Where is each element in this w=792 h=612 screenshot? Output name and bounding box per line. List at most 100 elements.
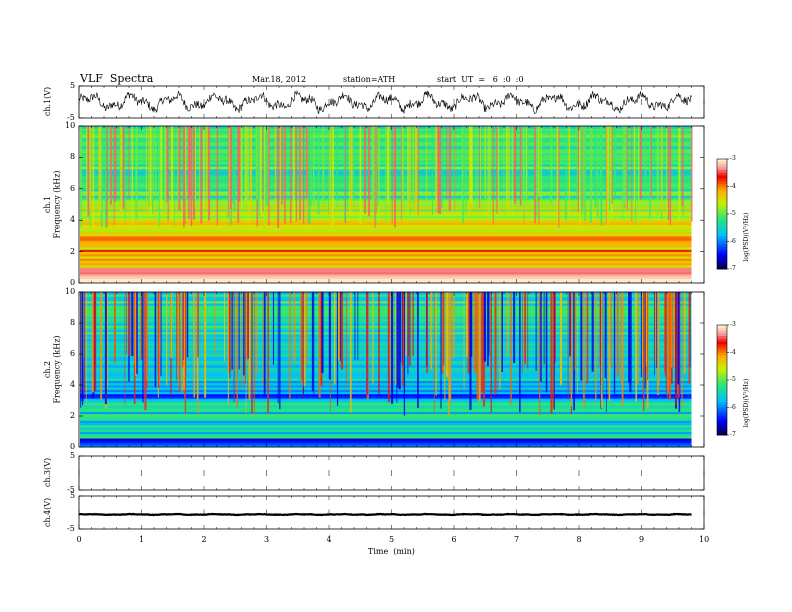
heatmap-stripe [277, 292, 279, 404]
heatmap-stripe [183, 292, 185, 391]
heatmap-stripe [331, 126, 334, 227]
heatmap-stripe [600, 126, 603, 226]
heatmap-row [80, 431, 692, 435]
colorbar-segment [717, 415, 727, 419]
colorbar-segment [717, 338, 727, 342]
y-tick-label: 0 [70, 442, 76, 451]
heatmap-stripe [584, 292, 586, 410]
colorbar-segment [717, 396, 727, 400]
heatmap-stripe [481, 292, 484, 393]
heatmap-stripe [158, 126, 161, 227]
heatmap-stripe [401, 126, 404, 206]
heatmap-stripe [231, 292, 233, 370]
heatmap-stripe [577, 292, 578, 394]
heatmap-stripe [387, 292, 390, 403]
heatmap-stripe [475, 292, 477, 373]
heatmap-stripe [417, 126, 419, 216]
heatmap-stripe [152, 126, 154, 198]
heatmap-stripe [664, 292, 667, 373]
heatmap-stripe [494, 292, 497, 395]
colorbar-segment [717, 333, 727, 337]
heatmap-stripe [182, 292, 184, 361]
heatmap-stripe [322, 126, 325, 204]
heatmap-stripe [120, 126, 123, 215]
colorbar-segment [717, 247, 727, 251]
heatmap-row [80, 249, 692, 252]
heatmap-stripe [374, 126, 377, 225]
heatmap-row [80, 404, 692, 408]
colorbar-segment [717, 388, 727, 392]
heatmap-stripe [199, 126, 200, 205]
heatmap-stripe [400, 126, 402, 220]
heatmap-stripe [232, 126, 234, 204]
heatmap-row [80, 429, 692, 432]
heatmap-stripe [554, 292, 556, 363]
heatmap-stripe [681, 292, 683, 409]
heatmap-stripe [353, 126, 355, 202]
heatmap-stripe [414, 126, 417, 205]
heatmap-row [80, 247, 692, 250]
heatmap-stripe [559, 292, 563, 386]
heatmap-row [80, 222, 692, 226]
heatmap-stripe [374, 126, 376, 228]
heatmap-stripe [416, 126, 418, 202]
y-axis-label: ch.1(V) [42, 86, 52, 117]
heatmap-stripe [649, 126, 652, 198]
heatmap-stripe [357, 292, 359, 361]
heatmap-row [80, 407, 692, 410]
heatmap-row [80, 325, 692, 328]
colorbar-segment [717, 327, 727, 331]
heatmap-stripe [407, 126, 409, 215]
x-tick-label: 0 [76, 535, 82, 544]
heatmap-stripe [637, 292, 639, 385]
heatmap-stripe [589, 126, 592, 224]
colorbar-segment [717, 426, 727, 430]
heatmap-stripe [475, 126, 477, 201]
heatmap-stripe [545, 292, 548, 393]
colorbar-tick-label: -4 [730, 182, 736, 190]
heatmap-stripe [87, 126, 90, 217]
heatmap-stripe [444, 292, 446, 401]
heatmap-stripe [136, 126, 138, 202]
heatmap-stripe [443, 292, 445, 366]
heatmap-row [80, 318, 692, 322]
heatmap-row [80, 244, 692, 248]
heatmap-stripe [189, 126, 191, 199]
heatmap-stripe [228, 292, 231, 371]
heatmap-stripe [391, 126, 393, 225]
heatmap-stripe [378, 292, 380, 395]
y-tick-label: 4 [70, 215, 76, 225]
heatmap-stripe [305, 292, 308, 365]
colorbar-segment [717, 341, 727, 345]
colorbar-segment [717, 194, 727, 198]
heatmap-stripe [553, 292, 555, 410]
heatmap-stripe [176, 292, 178, 381]
heatmap-stripe [320, 292, 323, 386]
colorbar-segment [717, 216, 727, 220]
heatmap-stripe [667, 292, 668, 398]
heatmap-row [80, 385, 692, 388]
heatmap-stripe [350, 126, 353, 210]
colorbar-segment [717, 424, 727, 428]
heatmap-stripe [184, 292, 187, 414]
colorbar-segment [717, 170, 727, 174]
heatmap-row [80, 280, 692, 284]
colorbar-segment [717, 214, 727, 218]
heatmap-stripe [339, 292, 341, 362]
heatmap-stripe [162, 126, 165, 201]
heatmap-row [80, 294, 692, 297]
x-tick-label: 6 [451, 535, 457, 544]
heatmap-stripe [646, 292, 649, 380]
heatmap-stripe [654, 292, 656, 363]
colorbar-tick-label: -7 [730, 431, 736, 438]
heatmap-stripe [354, 292, 356, 360]
heatmap-stripe [578, 126, 581, 225]
heatmap-row [80, 316, 692, 319]
colorbar-segment [717, 336, 727, 340]
heatmap-stripe [386, 126, 389, 204]
colorbar-segment [717, 222, 727, 226]
heatmap-stripe [438, 126, 441, 215]
heatmap-stripe [262, 292, 263, 387]
heatmap-stripe [100, 126, 103, 228]
heatmap-stripe [606, 126, 609, 228]
